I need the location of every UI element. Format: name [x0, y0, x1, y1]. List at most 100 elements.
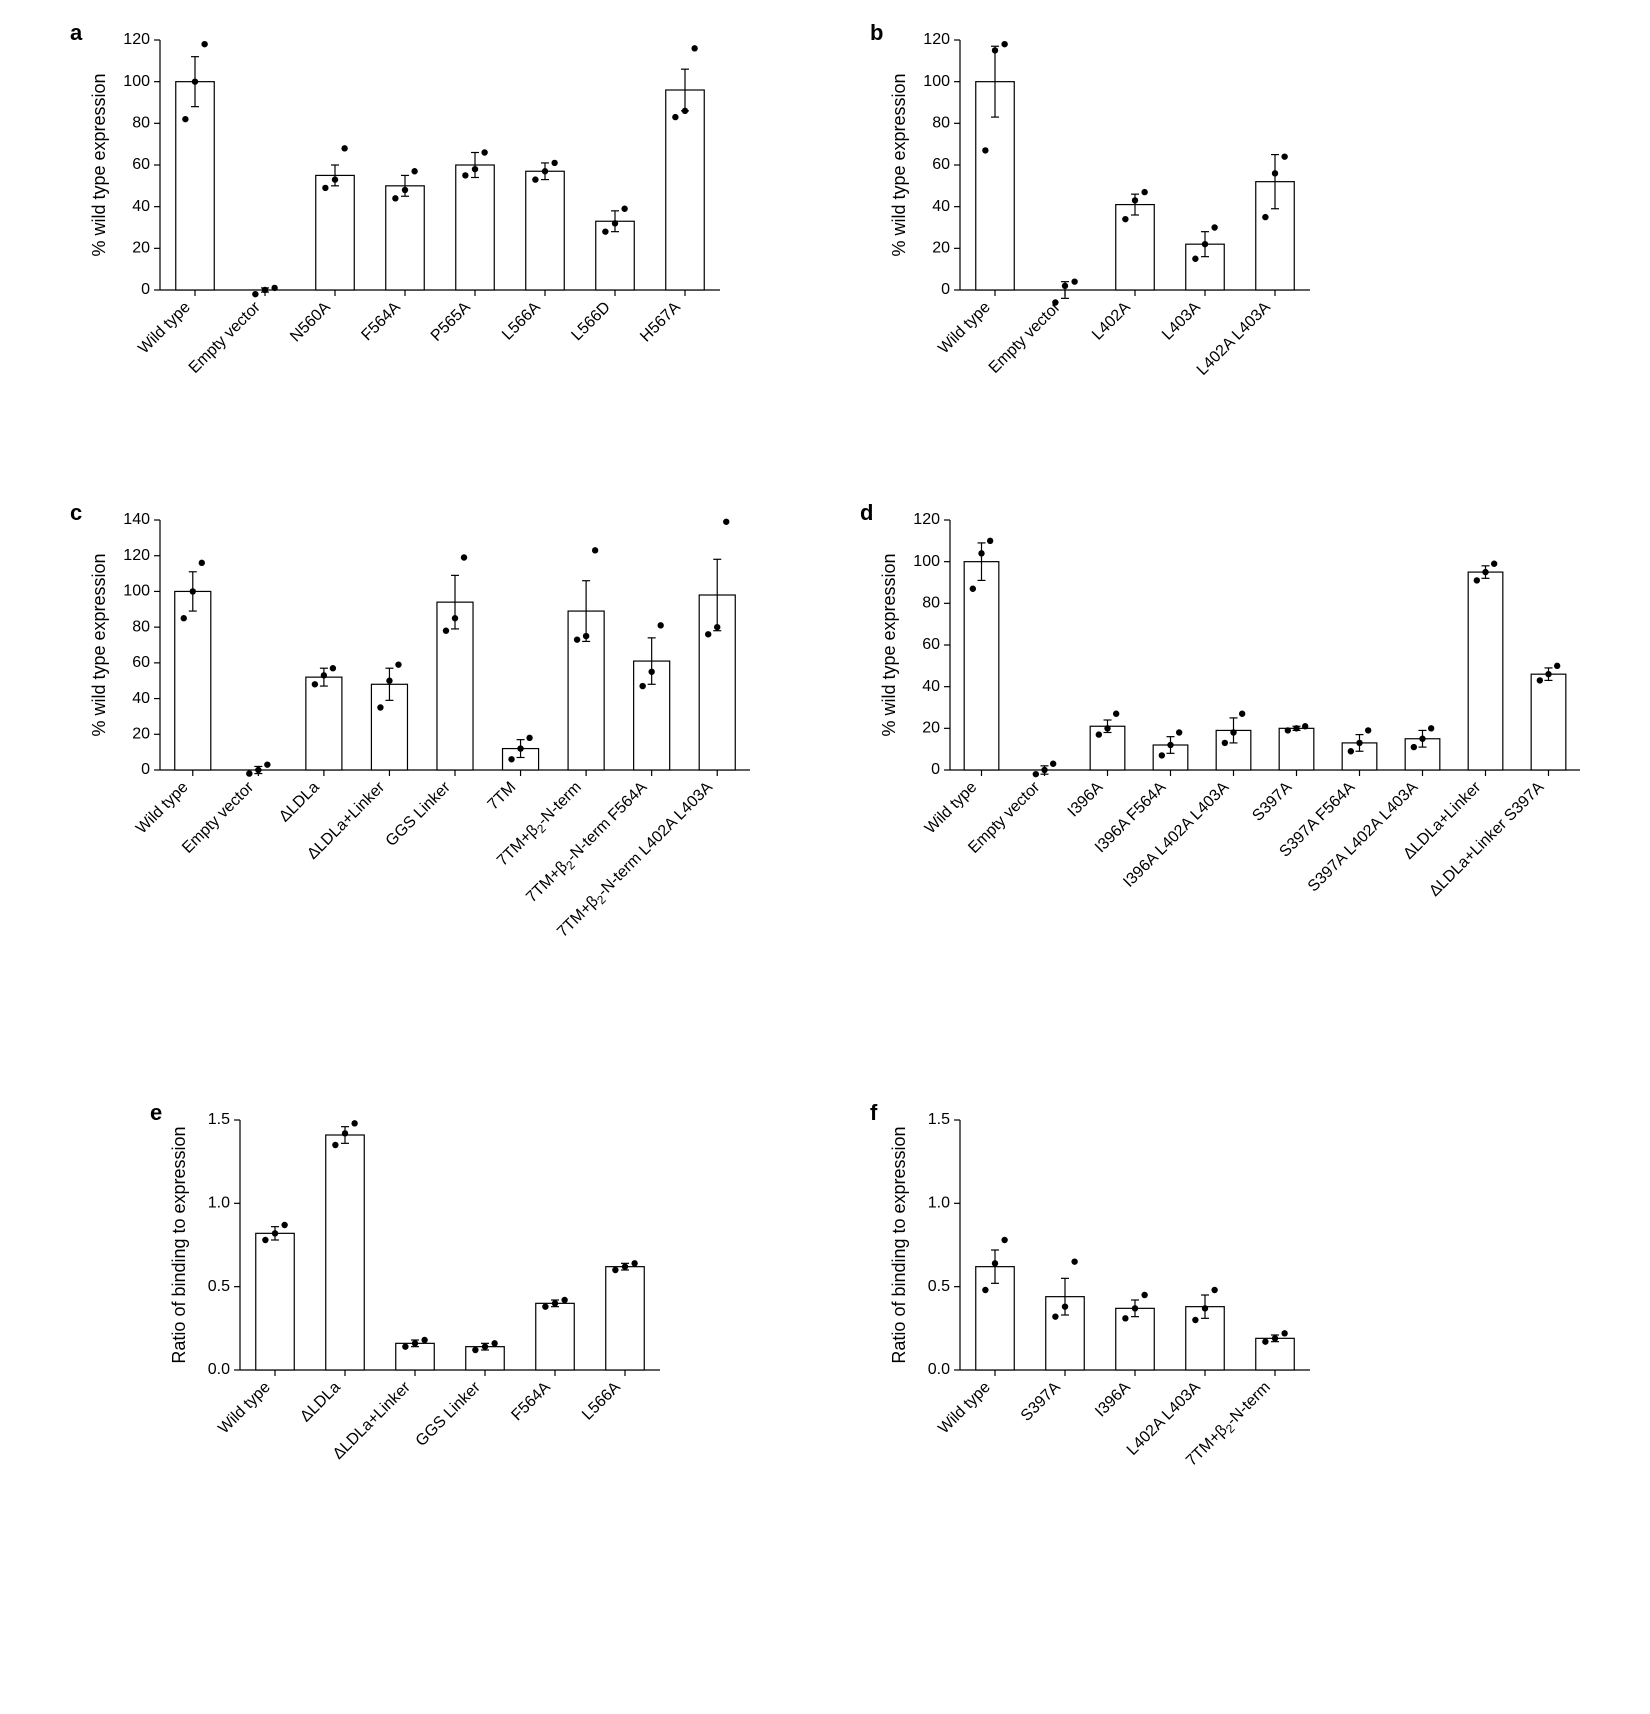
data-point [987, 538, 993, 544]
x-tick-label: L566A [579, 1379, 624, 1424]
bar [536, 1303, 575, 1370]
data-point [978, 550, 984, 556]
data-point [1411, 744, 1417, 750]
data-point [1348, 748, 1354, 754]
bar [316, 175, 355, 290]
y-tick-label: 100 [913, 553, 940, 570]
data-point [412, 1340, 418, 1346]
data-point [1365, 727, 1371, 733]
x-tick-label: Empty vector [986, 298, 1065, 377]
data-point [1096, 731, 1102, 737]
data-point [1202, 1305, 1208, 1311]
data-point [612, 1267, 618, 1273]
data-point [612, 220, 618, 226]
data-point [1302, 723, 1308, 729]
data-point [574, 636, 580, 642]
y-axis-label: % wild type expression [889, 73, 909, 256]
x-tick-label: L566D [568, 299, 613, 344]
data-point [982, 147, 988, 153]
data-point [472, 1347, 478, 1353]
data-point [714, 624, 720, 630]
y-tick-label: 80 [132, 618, 150, 635]
data-point [1356, 740, 1362, 746]
x-tick-label: 7TM+β2-N-term F564A [523, 779, 652, 908]
data-point [631, 1260, 637, 1266]
x-tick-label: GGS Linker [413, 1378, 485, 1450]
data-point [602, 228, 608, 234]
panel-label-f: f [870, 1100, 877, 1126]
data-point [472, 166, 478, 172]
data-point [491, 1340, 497, 1346]
bar [606, 1267, 645, 1370]
x-tick-label: I396A [1065, 779, 1107, 821]
x-tick-label: Empty vector [179, 778, 258, 857]
data-point [1222, 740, 1228, 746]
data-point [271, 285, 277, 291]
data-point [481, 149, 487, 155]
x-tick-label: I396A [1092, 1379, 1134, 1421]
x-tick-label: L566A [499, 299, 544, 344]
bar [176, 82, 215, 290]
y-axis-label: % wild type expression [89, 553, 109, 736]
data-point [1176, 729, 1182, 735]
data-point [1211, 1287, 1217, 1293]
data-point [332, 1142, 338, 1148]
y-tick-label: 0.5 [208, 1278, 230, 1295]
y-tick-label: 1.5 [208, 1111, 230, 1128]
y-tick-label: 0 [941, 281, 950, 298]
data-point [621, 206, 627, 212]
data-point [351, 1120, 357, 1126]
data-point [552, 1300, 558, 1306]
x-tick-label: Wild type [135, 299, 194, 358]
data-point [1050, 761, 1056, 767]
data-point [452, 615, 458, 621]
data-point [1122, 216, 1128, 222]
x-tick-label: L402A [1089, 299, 1134, 344]
data-point [672, 114, 678, 120]
data-point [992, 47, 998, 53]
bar [175, 591, 211, 770]
data-point [1482, 569, 1488, 575]
chart-svg: 020406080100120% wild type expressionWil… [870, 20, 1410, 450]
y-axis-label: % wild type expression [879, 553, 899, 736]
data-point [532, 176, 538, 182]
x-tick-label: Wild type [922, 779, 981, 838]
y-axis-label: Ratio of binding to expression [169, 1126, 189, 1363]
data-point [622, 1263, 628, 1269]
y-tick-label: 20 [132, 726, 150, 743]
data-point [330, 665, 336, 671]
data-point [1132, 1305, 1138, 1311]
bar [1116, 205, 1155, 290]
data-point [312, 681, 318, 687]
x-tick-label: 7TM [485, 779, 520, 814]
data-point [1272, 170, 1278, 176]
x-tick-label: I396A L402A L403A [1120, 779, 1232, 891]
bar [1531, 674, 1566, 770]
bar [666, 90, 705, 290]
data-point [1272, 1335, 1278, 1341]
data-point [526, 735, 532, 741]
data-point [648, 669, 654, 675]
data-point [1419, 736, 1425, 742]
chart-svg: 020406080100120% wild type expressionWil… [70, 20, 750, 450]
data-point [1202, 241, 1208, 247]
y-tick-label: 20 [922, 720, 940, 737]
bar [1468, 572, 1503, 770]
data-point [992, 1260, 998, 1266]
bar [1279, 728, 1314, 770]
data-point [1281, 1330, 1287, 1336]
data-point [682, 108, 688, 114]
data-point [281, 1222, 287, 1228]
data-point [1211, 224, 1217, 230]
data-point [982, 1287, 988, 1293]
panel-label-a: a [70, 20, 82, 46]
bar [1116, 1308, 1155, 1370]
data-point [342, 1130, 348, 1136]
y-axis-label: Ratio of binding to expression [889, 1126, 909, 1363]
figure-root: a020406080100120% wild type expressionWi… [0, 0, 1650, 1714]
data-point [542, 1303, 548, 1309]
chart-svg: 0.00.51.01.5Ratio of binding to expressi… [870, 1100, 1430, 1560]
data-point [1159, 752, 1165, 758]
data-point [181, 615, 187, 621]
y-tick-label: 140 [123, 511, 150, 528]
